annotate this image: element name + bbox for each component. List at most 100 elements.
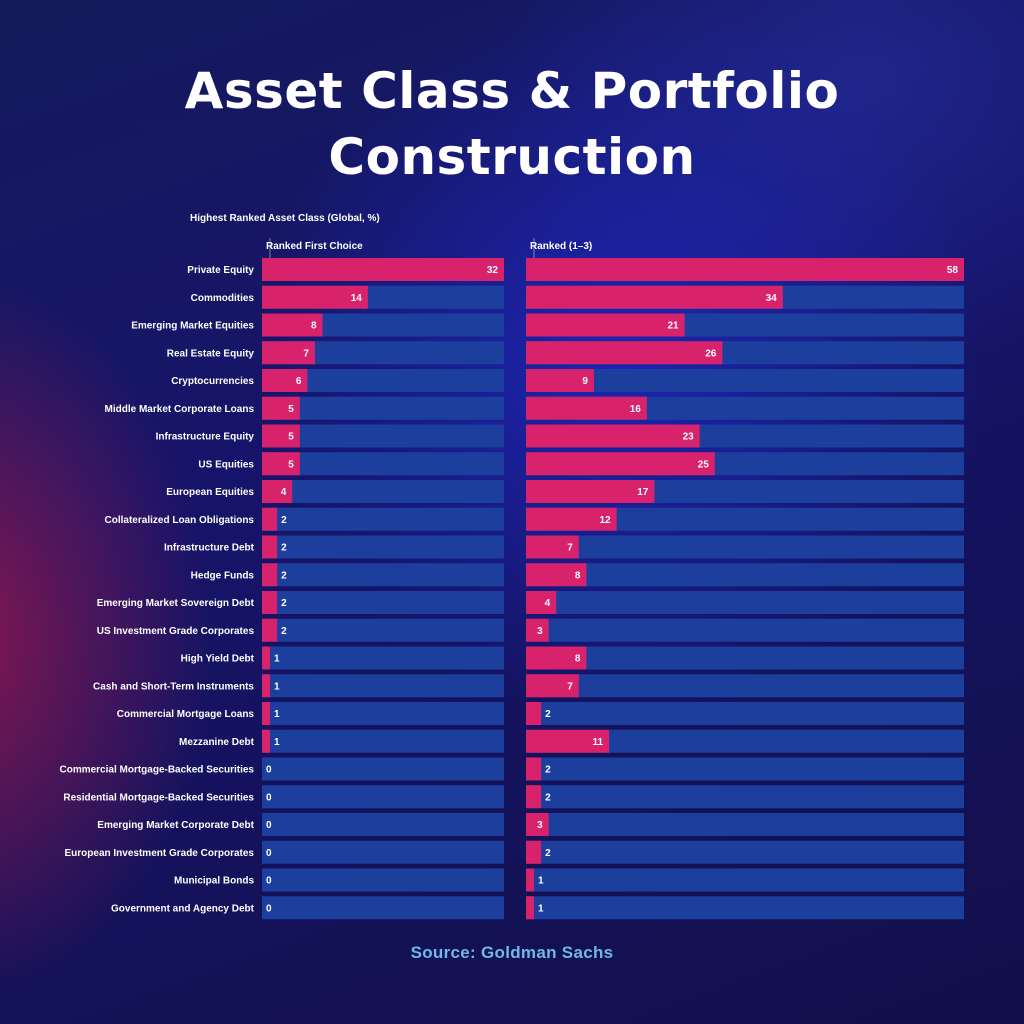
bar bbox=[526, 563, 587, 587]
bar-track bbox=[262, 341, 504, 365]
bar-track bbox=[262, 563, 504, 587]
category-label: Real Estate Equity bbox=[167, 348, 255, 359]
bar bbox=[526, 868, 534, 892]
bar bbox=[262, 646, 270, 670]
bar-track bbox=[526, 591, 964, 614]
category-label: Government and Agency Debt bbox=[111, 903, 255, 914]
category-label: Cryptocurrencies bbox=[171, 376, 254, 387]
data-label: 34 bbox=[766, 293, 778, 304]
bar bbox=[526, 591, 557, 614]
data-label: 9 bbox=[582, 376, 588, 387]
bar-track bbox=[262, 813, 504, 836]
category-label: Infrastructure Equity bbox=[156, 432, 255, 443]
data-label: 5 bbox=[288, 459, 294, 470]
bar bbox=[526, 785, 542, 809]
bar-track bbox=[262, 535, 504, 559]
category-label: Middle Market Corporate Loans bbox=[105, 404, 255, 415]
data-label: 21 bbox=[667, 321, 679, 332]
bar bbox=[262, 258, 504, 281]
category-label: Commodities bbox=[191, 293, 255, 304]
page-title: Asset Class & Portfolio Construction bbox=[184, 62, 840, 186]
bar-track bbox=[526, 896, 964, 920]
bar bbox=[262, 535, 278, 559]
data-label: 2 bbox=[281, 515, 287, 526]
bar bbox=[526, 813, 549, 836]
bar-track bbox=[526, 757, 964, 781]
data-label: 3 bbox=[537, 820, 543, 831]
bar bbox=[526, 674, 579, 698]
bar-track bbox=[262, 424, 504, 448]
bar-track bbox=[262, 369, 504, 392]
category-label: Commercial Mortgage-Backed Securities bbox=[59, 765, 254, 776]
data-label: 12 bbox=[599, 515, 611, 526]
bar-track bbox=[262, 729, 504, 753]
bar bbox=[526, 424, 700, 448]
category-label: Emerging Market Corporate Debt bbox=[97, 820, 254, 831]
category-label: Collateralized Loan Obligations bbox=[105, 515, 255, 526]
category-label: Municipal Bonds bbox=[174, 876, 254, 887]
category-label: Emerging Market Sovereign Debt bbox=[97, 598, 255, 609]
data-label: 0 bbox=[266, 876, 272, 887]
data-label: 1 bbox=[274, 654, 280, 665]
data-label: 2 bbox=[545, 792, 551, 803]
bar-track bbox=[262, 702, 504, 725]
data-label: 17 bbox=[637, 487, 649, 498]
category-label: Emerging Market Equities bbox=[131, 321, 254, 332]
bar bbox=[262, 452, 300, 476]
bar-track bbox=[526, 563, 964, 587]
category-label: Hedge Funds bbox=[191, 570, 255, 581]
bar bbox=[262, 424, 300, 448]
bar bbox=[526, 896, 534, 920]
category-label: Mezzanine Debt bbox=[179, 737, 255, 748]
bar bbox=[526, 480, 655, 503]
bar-track bbox=[526, 785, 964, 809]
bar bbox=[526, 702, 542, 725]
bar bbox=[262, 729, 270, 753]
category-label: Residential Mortgage-Backed Securities bbox=[63, 792, 254, 803]
bar bbox=[262, 285, 368, 309]
bar-track bbox=[526, 729, 964, 753]
data-label: 5 bbox=[288, 432, 294, 443]
category-label: Private Equity bbox=[187, 265, 254, 276]
bar bbox=[262, 480, 293, 503]
data-label: 7 bbox=[567, 543, 573, 554]
data-label: 1 bbox=[274, 709, 280, 720]
data-label: 23 bbox=[683, 432, 695, 443]
data-label: 1 bbox=[274, 681, 280, 692]
bar-track bbox=[262, 868, 504, 892]
category-label: European Investment Grade Corporates bbox=[65, 848, 255, 859]
data-label: 32 bbox=[487, 265, 499, 276]
bar bbox=[526, 313, 685, 337]
bar bbox=[262, 313, 323, 337]
bar bbox=[526, 285, 783, 309]
bar bbox=[526, 507, 617, 531]
data-label: 8 bbox=[575, 654, 581, 665]
bar-track bbox=[526, 535, 964, 559]
bar-track bbox=[526, 646, 964, 670]
bar bbox=[262, 702, 270, 725]
bar bbox=[526, 452, 715, 476]
bar bbox=[526, 618, 549, 642]
data-label: 2 bbox=[281, 626, 287, 637]
data-label: 2 bbox=[545, 709, 551, 720]
bar-track bbox=[262, 480, 504, 503]
data-label: 4 bbox=[281, 487, 287, 498]
data-label: 2 bbox=[545, 848, 551, 859]
bar-track bbox=[262, 591, 504, 614]
bar bbox=[526, 396, 647, 420]
bar-track bbox=[262, 646, 504, 670]
data-label: 26 bbox=[705, 348, 717, 359]
bar bbox=[262, 563, 278, 587]
source-note: Source: Goldman Sachs bbox=[410, 943, 614, 962]
series-label: Ranked First Choice bbox=[266, 241, 363, 252]
data-label: 2 bbox=[281, 570, 287, 581]
bar bbox=[262, 591, 278, 614]
data-label: 6 bbox=[296, 376, 302, 387]
bar-track bbox=[526, 618, 964, 642]
category-label: US Investment Grade Corporates bbox=[97, 626, 255, 637]
data-label: 7 bbox=[303, 348, 309, 359]
bar bbox=[526, 729, 610, 753]
bar bbox=[262, 369, 308, 392]
data-label: 0 bbox=[266, 848, 272, 859]
